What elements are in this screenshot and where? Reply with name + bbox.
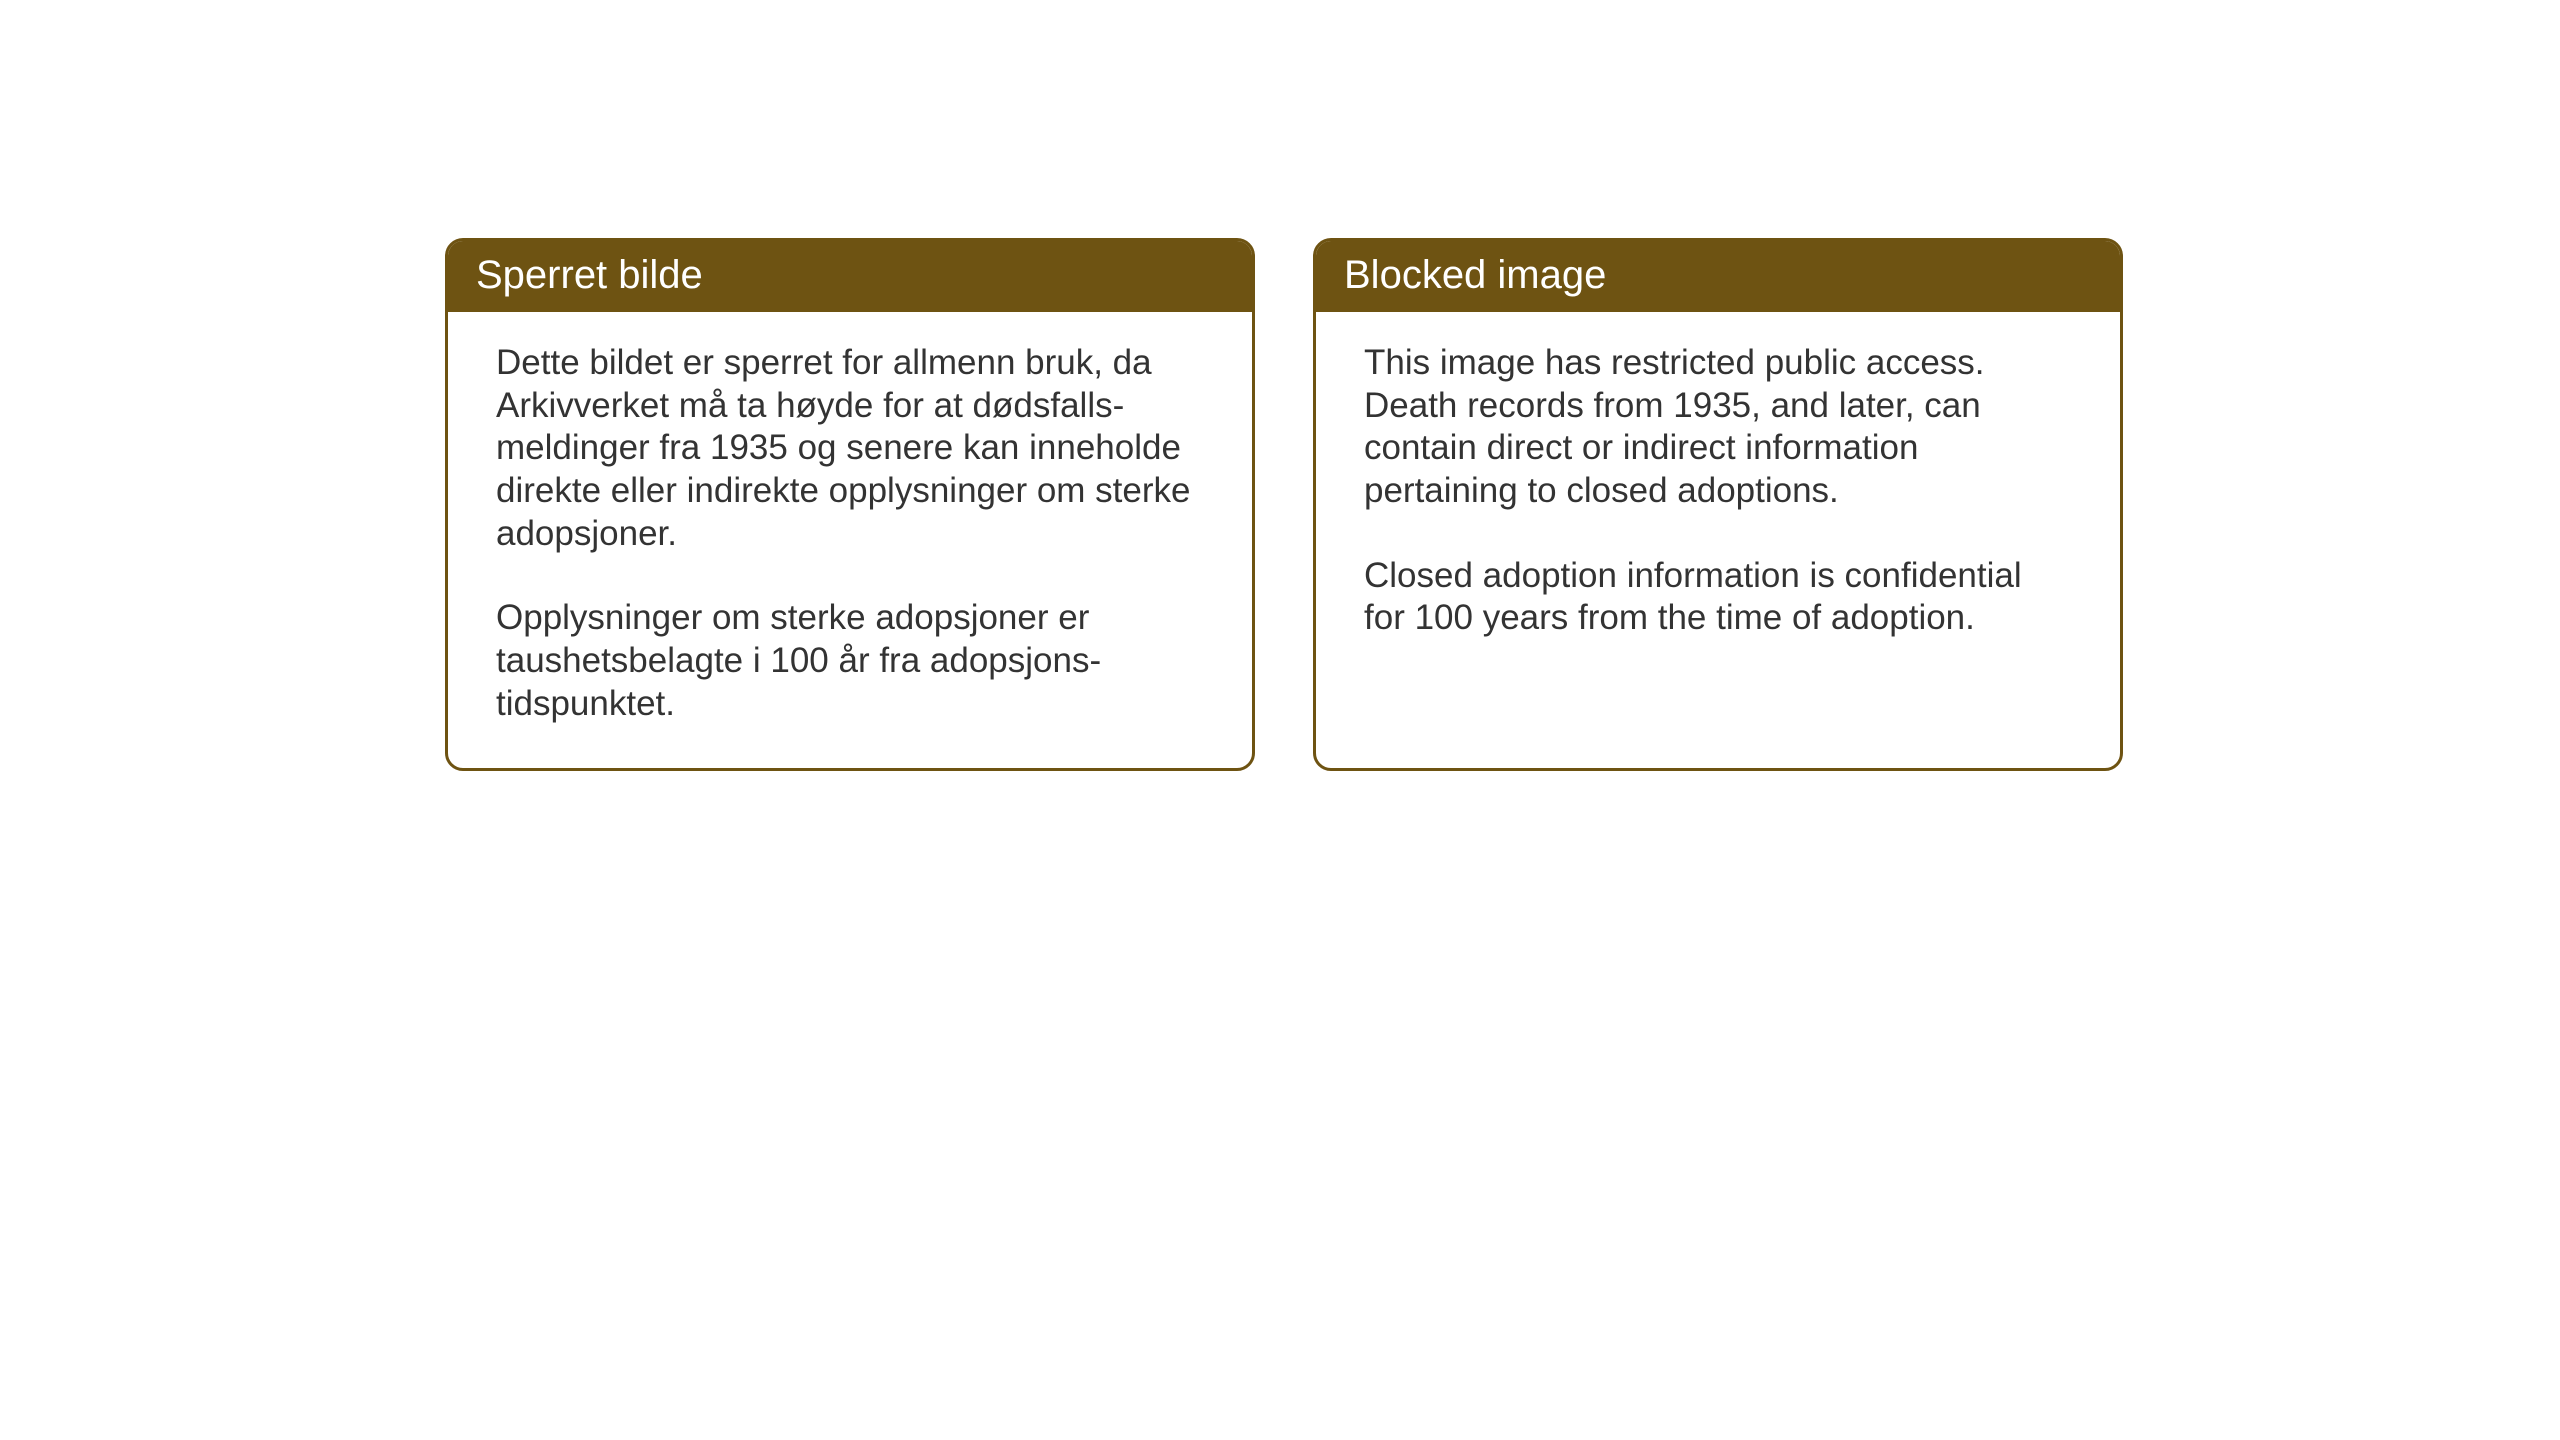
norwegian-card: Sperret bilde Dette bildet er sperret fo… — [445, 238, 1255, 771]
norwegian-paragraph-1: Dette bildet er sperret for allmenn bruk… — [496, 342, 1204, 555]
cards-container: Sperret bilde Dette bildet er sperret fo… — [445, 238, 2123, 771]
english-card: Blocked image This image has restricted … — [1313, 238, 2123, 771]
norwegian-paragraph-2: Opplysninger om sterke adopsjoner er tau… — [496, 597, 1204, 725]
english-card-body: This image has restricted public access.… — [1316, 312, 2120, 682]
english-paragraph-1: This image has restricted public access.… — [1364, 342, 2072, 513]
norwegian-card-body: Dette bildet er sperret for allmenn bruk… — [448, 312, 1252, 768]
english-paragraph-2: Closed adoption information is confident… — [1364, 555, 2072, 640]
norwegian-card-title: Sperret bilde — [448, 241, 1252, 312]
english-card-title: Blocked image — [1316, 241, 2120, 312]
